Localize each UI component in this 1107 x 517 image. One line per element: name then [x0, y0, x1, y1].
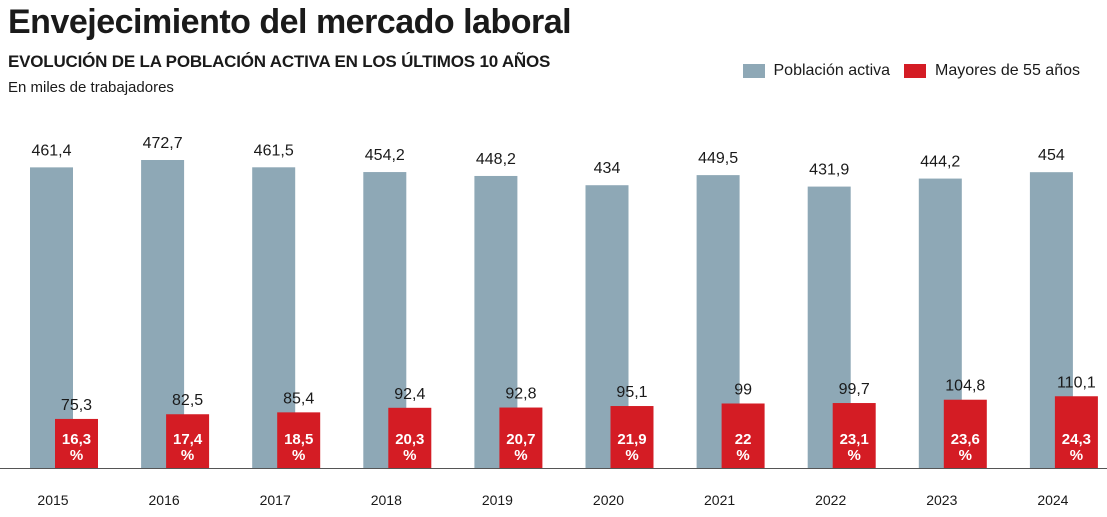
percent-sign-2022: %: [848, 447, 861, 464]
percent-sign-2020: %: [625, 447, 638, 464]
x-tick-label-2019: 2019: [482, 492, 513, 508]
percent-label-2024: 24,3: [1062, 431, 1091, 448]
percent-label-2022: 23,1: [840, 431, 869, 448]
legend-item-mayores-55: Mayores de 55 años: [904, 62, 1080, 80]
chart-title: Envejecimiento del mercado laboral: [8, 3, 572, 41]
percent-sign-2017: %: [292, 447, 305, 464]
percent-label-2023: 23,6: [951, 431, 980, 448]
legend-label-poblacion-activa: Población activa: [773, 62, 891, 79]
value-label-mayores-55-2018: 92,4: [394, 386, 425, 403]
x-tick-label-2018: 2018: [371, 492, 402, 508]
x-tick-label-2016: 2016: [149, 492, 180, 508]
x-tick-label-2024: 2024: [1037, 492, 1068, 508]
legend-item-poblacion-activa: Población activa: [742, 62, 891, 80]
legend: Población activa Mayores de 55 años: [742, 62, 1080, 80]
percent-sign-2018: %: [403, 447, 416, 464]
percent-label-2019: 20,7: [506, 431, 535, 448]
x-tick-label-2022: 2022: [815, 492, 846, 508]
value-label-mayores-55-2023: 104,8: [945, 378, 985, 395]
legend-swatch-mayores-55: [904, 64, 927, 78]
units-label: En miles de trabajadores: [8, 79, 174, 96]
value-label-poblacion-activa-2018: 454,2: [365, 147, 405, 164]
percent-label-2015: 16,3: [62, 431, 91, 448]
percent-label-2016: 17,4: [173, 431, 203, 448]
bar-mayores-55-2021: [721, 403, 765, 468]
bar-mayores-55-2016: [166, 414, 210, 468]
value-label-poblacion-activa-2020: 434: [594, 160, 621, 177]
value-label-mayores-55-2024: 110,1: [1057, 374, 1096, 391]
bar-mayores-55-2024: [1054, 396, 1098, 468]
percent-label-2017: 18,5: [284, 431, 313, 448]
bar-mayores-55-2018: [388, 407, 432, 468]
percent-sign-2019: %: [514, 447, 527, 464]
value-label-mayores-55-2015: 75,3: [61, 397, 92, 414]
value-label-poblacion-activa-2021: 449,5: [698, 150, 738, 167]
value-label-poblacion-activa-2017: 461,5: [254, 142, 294, 159]
percent-sign-2016: %: [181, 447, 194, 464]
x-tick-label-2023: 2023: [926, 492, 957, 508]
percent-sign-2015: %: [70, 447, 83, 464]
value-label-mayores-55-2021: 99: [734, 381, 752, 398]
bar-mayores-55-2023: [943, 399, 987, 468]
x-tick-label-2015: 2015: [37, 492, 68, 508]
bar-mayores-55-2022: [832, 403, 876, 468]
bar-mayores-55-2019: [499, 407, 543, 468]
bar-poblacion-activa-2015: [30, 167, 73, 469]
percent-sign-2023: %: [959, 447, 972, 464]
percent-sign-2024: %: [1070, 447, 1083, 464]
legend-swatch-poblacion-activa: [742, 64, 765, 78]
x-tick-label-2021: 2021: [704, 492, 735, 508]
value-label-mayores-55-2022: 99,7: [839, 381, 870, 398]
x-tick-label-2017: 2017: [260, 492, 291, 508]
value-label-mayores-55-2016: 82,5: [172, 392, 203, 409]
bar-mayores-55-2017: [277, 412, 321, 468]
percent-label-2021: 22: [735, 431, 752, 448]
value-label-poblacion-activa-2016: 472,7: [143, 135, 183, 152]
value-label-mayores-55-2020: 95,1: [616, 384, 647, 401]
value-label-poblacion-activa-2015: 461,4: [31, 142, 71, 159]
value-label-poblacion-activa-2022: 431,9: [809, 162, 849, 179]
percent-sign-2021: %: [736, 447, 749, 464]
percent-label-2020: 21,9: [617, 431, 646, 448]
legend-label-mayores-55: Mayores de 55 años: [935, 62, 1080, 79]
chart-subtitle: EVOLUCIÓN DE LA POBLACIÓN ACTIVA EN LOS …: [8, 52, 551, 71]
value-label-mayores-55-2017: 85,4: [283, 390, 314, 407]
bar-mayores-55-2015: [55, 418, 98, 468]
x-tick-label-2020: 2020: [593, 492, 624, 508]
value-label-poblacion-activa-2019: 448,2: [476, 151, 516, 168]
value-label-poblacion-activa-2023: 444,2: [920, 154, 960, 171]
bar-mayores-55-2020: [610, 406, 654, 468]
percent-label-2018: 20,3: [395, 431, 424, 448]
value-label-poblacion-activa-2024: 454: [1038, 147, 1065, 164]
value-label-mayores-55-2019: 92,8: [505, 386, 536, 403]
